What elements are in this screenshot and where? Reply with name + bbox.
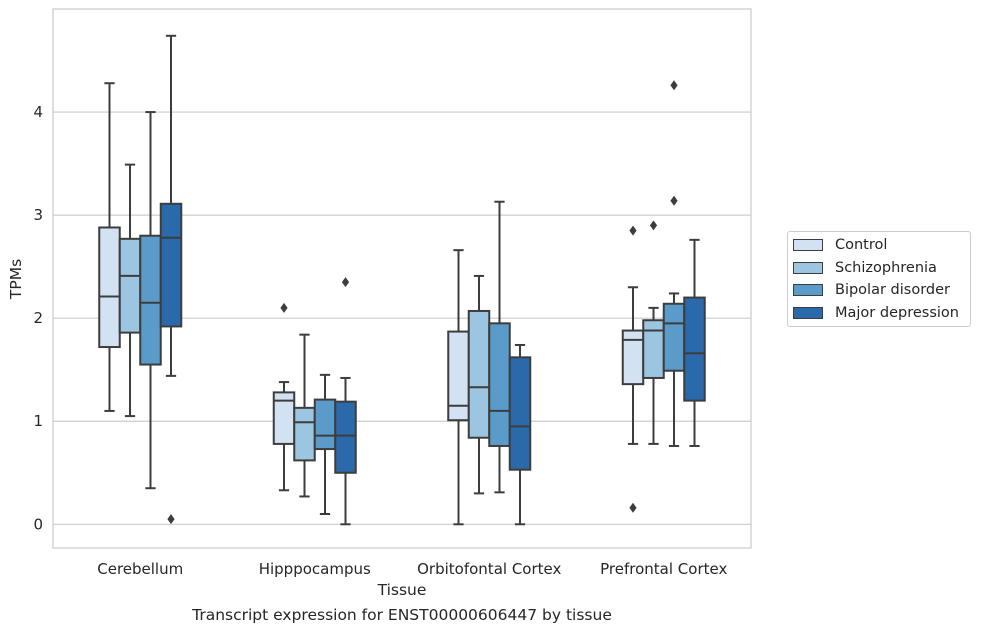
figure-caption: Transcript expression for ENST0000060644… (192, 606, 612, 624)
y-axis-label: TPMs (7, 259, 25, 300)
box-body (313, 398, 337, 451)
legend-label-major-depression: Major depression (835, 305, 959, 321)
box-body (621, 329, 645, 386)
box-schizophrenia (467, 274, 491, 495)
outlier-point (670, 80, 678, 91)
legend-label-control: Control (835, 237, 888, 253)
box-body (334, 400, 357, 474)
box-body (467, 309, 491, 439)
legend: Control Schizophrenia Bipolar disorder M… (787, 231, 971, 327)
box-control (98, 82, 121, 412)
y-tick-label: 3 (33, 206, 43, 224)
box-control (621, 225, 645, 513)
outlier-point (629, 225, 637, 236)
box-control (272, 302, 296, 492)
box-major-depression (508, 343, 532, 526)
box-body (293, 406, 316, 462)
legend-item-schizophrenia: Schizophrenia (793, 258, 937, 278)
legend-swatch-major-depression (793, 307, 823, 319)
legend-swatch-control (793, 239, 823, 251)
box-schizophrenia (118, 163, 142, 418)
box-body (488, 322, 511, 447)
outlier-point (670, 195, 678, 206)
y-axis-ticks: 0 1 2 3 4 (33, 103, 43, 533)
y-tick-label: 2 (33, 309, 43, 327)
box-body (118, 237, 142, 334)
x-tick-label: Prefrontal Cortex (600, 560, 727, 578)
box-schizophrenia (293, 333, 316, 498)
legend-swatch-schizophrenia (793, 262, 823, 274)
x-axis-ticks: Cerebellum Hipppocampus Orbitofontal Corte… (97, 560, 727, 578)
x-tick-label: Hipppocampus (259, 560, 371, 578)
outlier-point (280, 302, 288, 313)
outlier-point (341, 277, 350, 288)
box-body (447, 330, 470, 422)
legend-swatch-bipolar-disorder (793, 284, 823, 296)
legend-item-major-depression: Major depression (793, 303, 959, 323)
box-body (642, 319, 665, 379)
y-tick-label: 4 (33, 103, 43, 121)
outlier-point (629, 502, 637, 513)
legend-label-bipolar-disorder: Bipolar disorder (835, 282, 950, 298)
outlier-point (649, 220, 658, 231)
box-bipolar-disorder (139, 111, 162, 490)
x-tick-label: Orbitofontal Cortex (417, 560, 561, 578)
box-body (683, 296, 706, 402)
box-control (447, 249, 470, 526)
box-major-depression (159, 34, 183, 525)
x-tick-label: Cerebellum (97, 560, 183, 578)
box-bipolar-disorder (313, 373, 337, 515)
x-axis-label: Tissue (377, 581, 427, 599)
y-tick-label: 0 (33, 515, 43, 533)
box-major-depression (334, 277, 357, 526)
box-body (508, 356, 532, 471)
box-body (98, 226, 121, 349)
box-body (662, 302, 686, 372)
box-bipolar-disorder (488, 200, 511, 494)
box-major-depression (683, 238, 706, 447)
box-bipolar-disorder (662, 80, 686, 447)
box-plots (98, 34, 706, 526)
outlier-point (167, 514, 175, 525)
legend-label-schizophrenia: Schizophrenia (835, 260, 937, 276)
box-body (139, 234, 162, 366)
legend-item-bipolar-disorder: Bipolar disorder (793, 280, 950, 300)
legend-item-control: Control (793, 235, 887, 255)
box-body (159, 202, 183, 328)
y-tick-label: 1 (33, 412, 43, 430)
plot-frame (52, 8, 752, 549)
box-schizophrenia (642, 220, 665, 445)
